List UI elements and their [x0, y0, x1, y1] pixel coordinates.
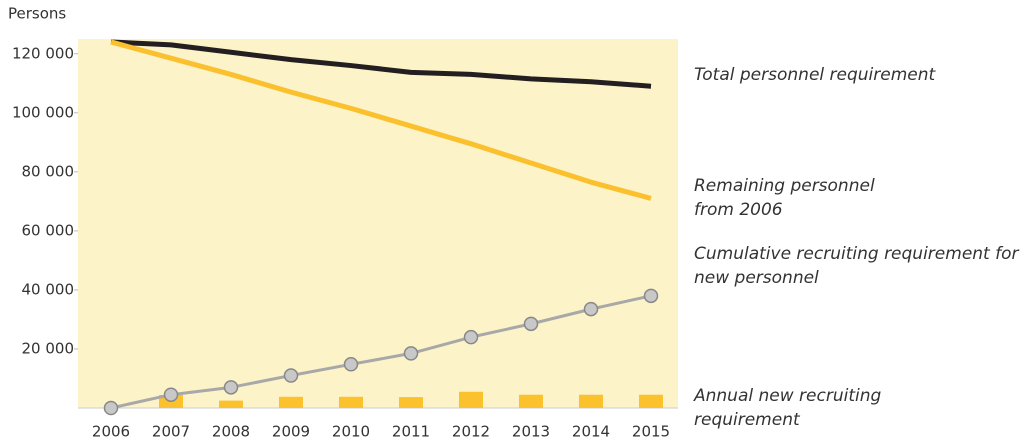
- series-label-line: new personnel: [694, 268, 819, 288]
- series-label: Annual new recruiting requirement: [693, 386, 881, 430]
- y-axis-label: Persons: [8, 5, 66, 23]
- line: [110, 39, 652, 89]
- series-label: Remaining personnel from 2006: [694, 176, 875, 220]
- series-label-line: requirement: [694, 410, 801, 430]
- x-tick-label: 2006: [92, 423, 130, 441]
- x-tick-label: 2008: [212, 423, 250, 441]
- bar: [279, 396, 303, 408]
- x-tick-label: 2010: [332, 423, 370, 441]
- x-tick-label: 2009: [272, 423, 310, 441]
- series-label-line: from 2006: [694, 200, 783, 220]
- series-label-line: Remaining personnel: [694, 176, 875, 196]
- bar: [639, 394, 663, 408]
- series-label-line: Total personnel requirement: [694, 65, 937, 85]
- series-label: Total personnel requirement: [694, 65, 937, 85]
- bar: [219, 400, 243, 408]
- marker: [583, 301, 599, 317]
- bar: [459, 391, 483, 408]
- y-tick-label: 60 000: [22, 221, 75, 239]
- line: [110, 294, 652, 410]
- marker: [223, 380, 239, 395]
- x-tick-label: 2015: [632, 423, 670, 441]
- marker: [343, 357, 359, 372]
- x-tick-label: 2014: [572, 423, 610, 441]
- y-tick-label: 100 000: [12, 103, 74, 121]
- y-tick-label: 80 000: [22, 162, 75, 180]
- x-tick-label: 2007: [152, 423, 190, 441]
- series-label-line: Cumulative recruiting requirement for: [694, 244, 1020, 264]
- marker: [643, 288, 659, 304]
- bar: [399, 397, 423, 408]
- bar: [519, 394, 543, 408]
- series-label: Cumulative recruiting requirement for new…: [694, 244, 1020, 288]
- plot-area: [78, 39, 678, 408]
- bar: [339, 396, 363, 408]
- x-tick-label: 2011: [392, 423, 430, 441]
- marker: [403, 346, 419, 361]
- x-tick-label: 2012: [452, 423, 490, 441]
- marker: [163, 387, 179, 402]
- y-tick-label: 20 000: [22, 339, 75, 357]
- bar: [579, 394, 603, 408]
- x-tick-label: 2013: [512, 423, 550, 441]
- marker: [283, 368, 299, 383]
- marker: [463, 329, 479, 345]
- y-tick-label: 40 000: [22, 280, 75, 298]
- line: [110, 39, 652, 201]
- marker: [523, 316, 539, 332]
- y-tick-label: 120 000: [12, 44, 74, 62]
- series-label-line: Annual new recruiting: [693, 386, 881, 406]
- marker: [103, 400, 119, 416]
